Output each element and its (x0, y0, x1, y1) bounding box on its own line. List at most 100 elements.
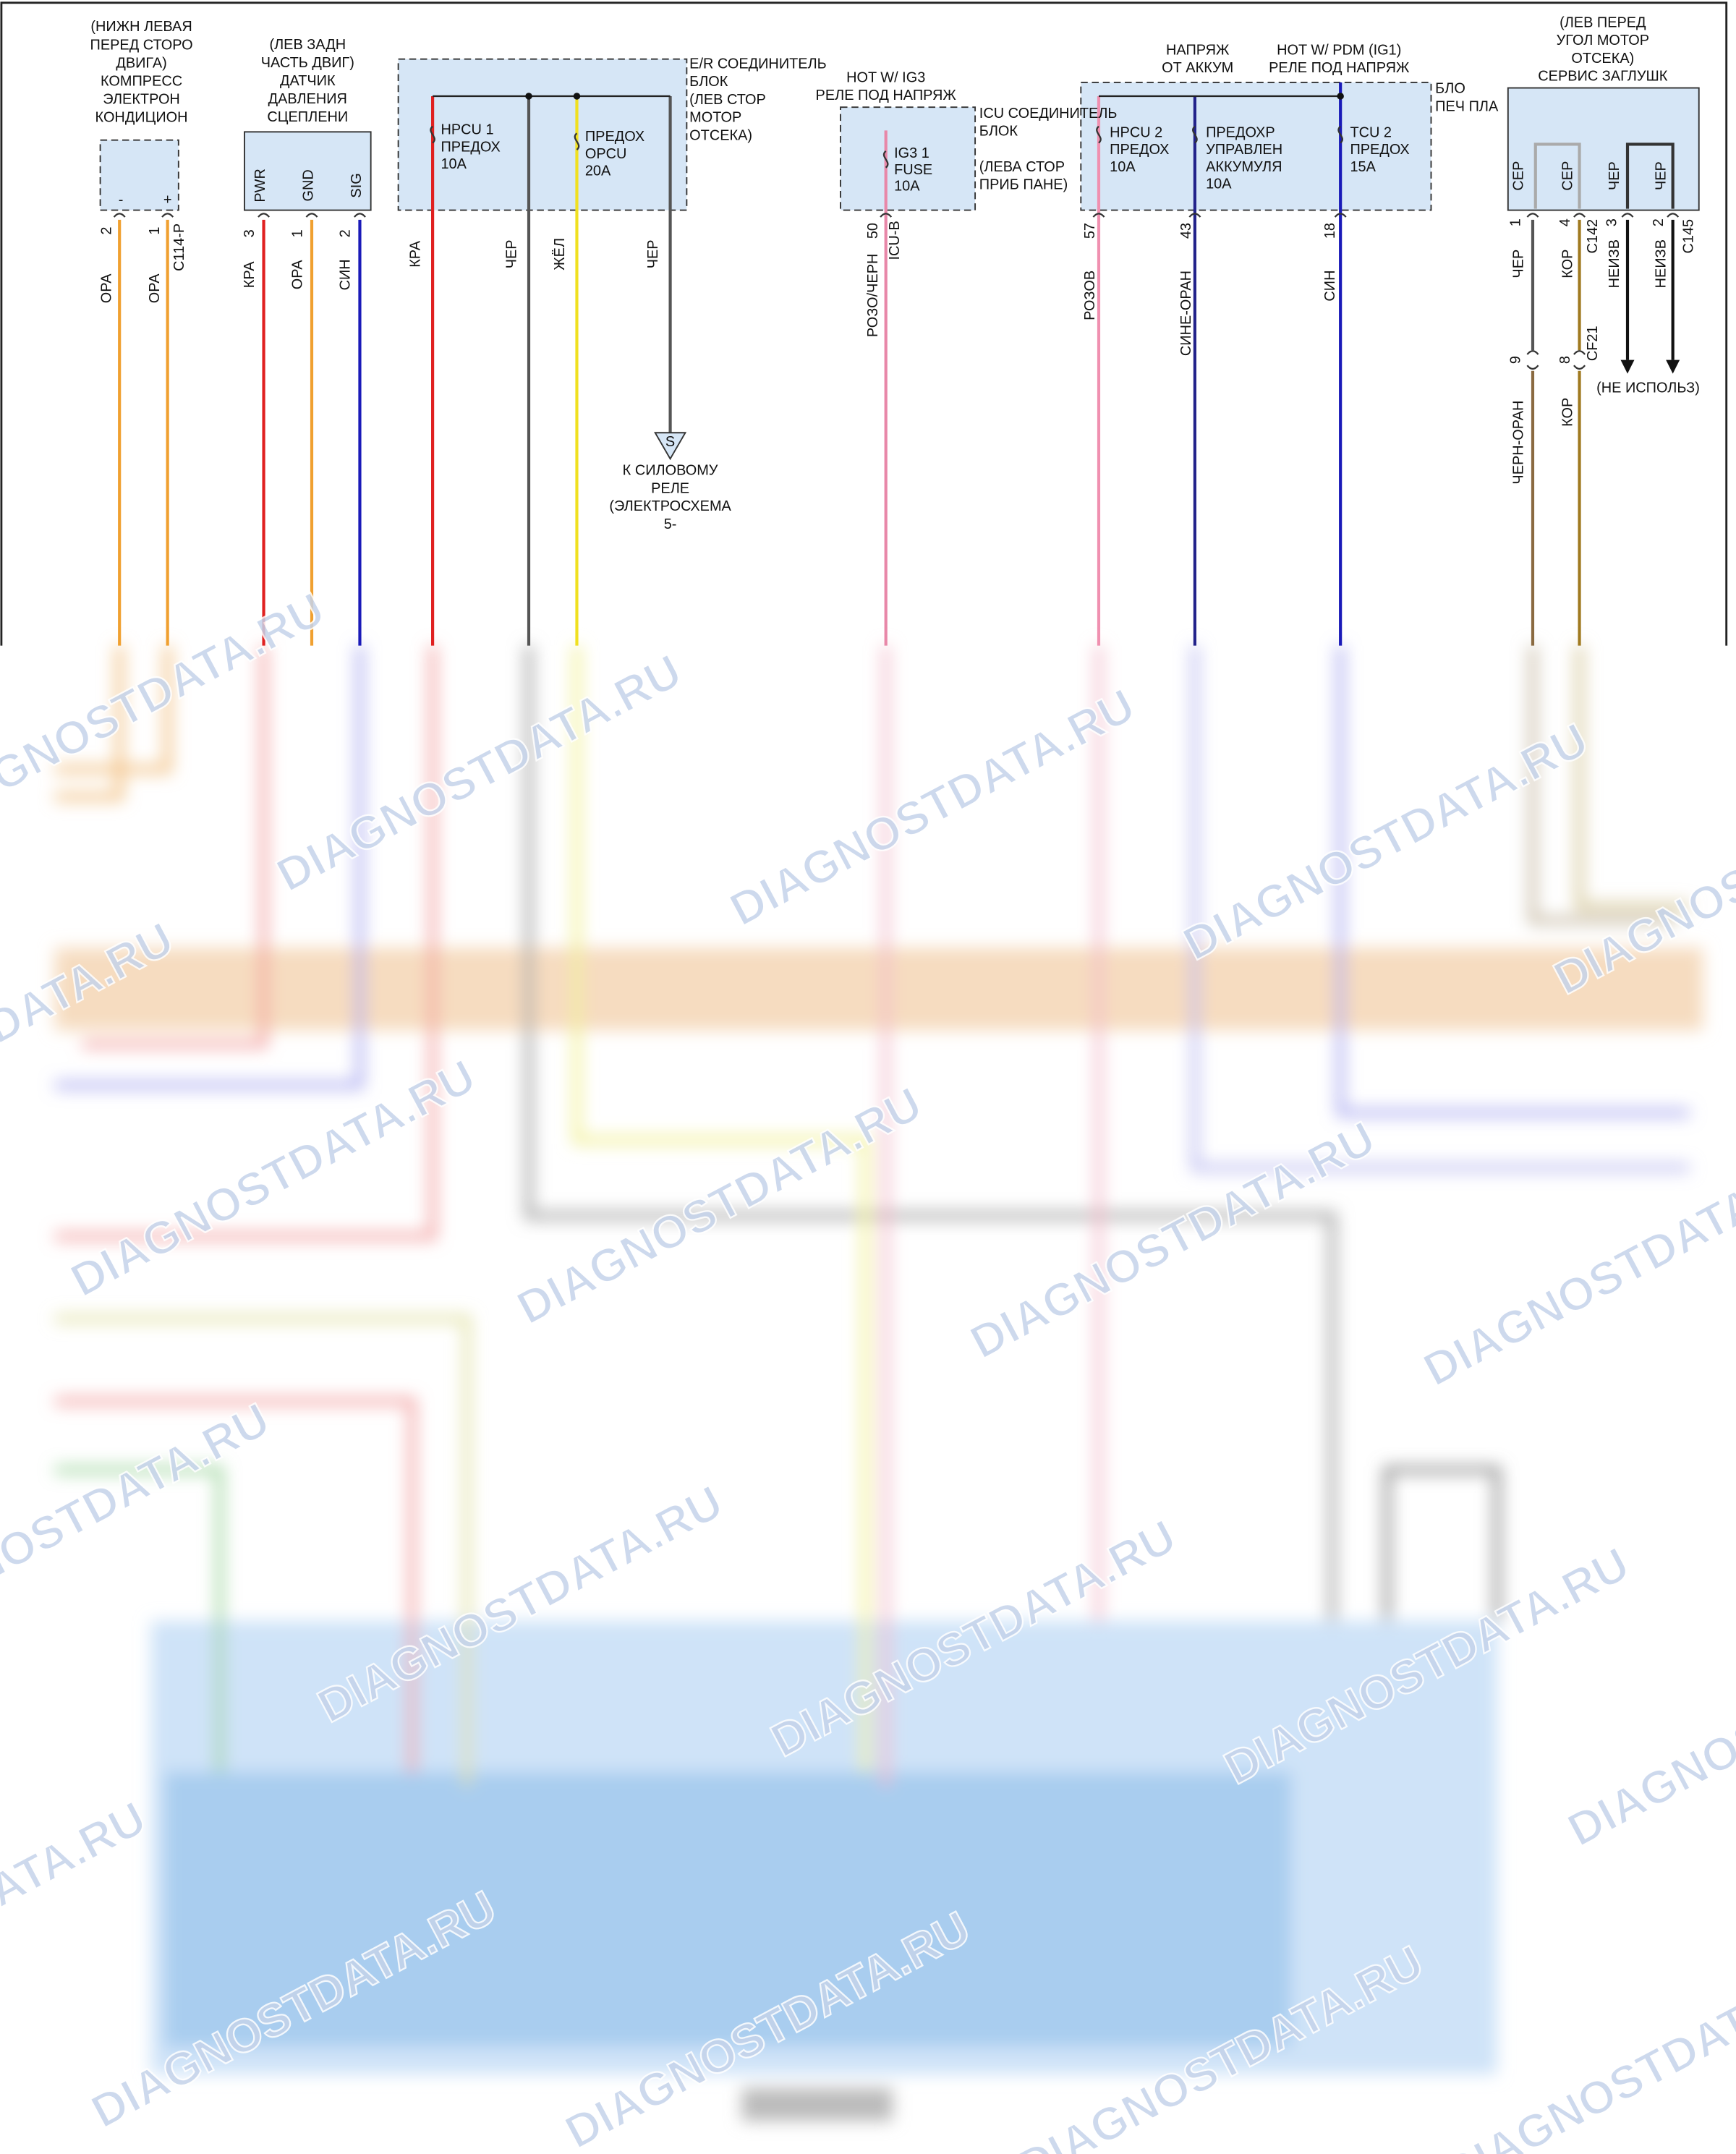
component-label: (ЛЕВ ЗАДН (269, 37, 346, 53)
component-label: ОТСЕКА) (1571, 51, 1634, 67)
wire-color: СИН (338, 259, 354, 290)
component-label: КОМПРЕСС (101, 73, 182, 89)
component-label: (ЛЕВ СТОР (689, 92, 766, 108)
terminal: PWR (252, 169, 268, 202)
pin-number: 1 (147, 227, 163, 235)
component-label: ПЕРЕД СТОРО (90, 37, 193, 53)
terminal: СЕР (1510, 161, 1526, 191)
ground-label: 5- (664, 516, 677, 532)
component-label: ОТСЕКА) (689, 127, 752, 143)
fuse-label: УПРАВЛЕН (1206, 142, 1282, 158)
terminal: СЕР (1560, 161, 1576, 191)
component-label: (ЛЕВА СТОР (979, 159, 1065, 175)
fuse-label: ПРЕДОХ (1110, 142, 1169, 158)
supply-label: РЕЛЕ ПОД НАПРЯЖ (1269, 60, 1410, 76)
component-label: УГОЛ МОТОР (1557, 33, 1649, 48)
pin-number: 2 (98, 227, 114, 235)
wire-color: СИНЕ-ОРАН (1178, 271, 1194, 356)
fuse-symbols (113, 125, 1680, 370)
wire-color: КРА (242, 261, 258, 289)
component-label: МОТОР (689, 110, 741, 126)
ground-label: (ЭЛЕКТРОСХЕМА (609, 498, 731, 514)
blurred-area (54, 645, 1703, 2121)
fuse-label: ПРЕДОХ (1350, 142, 1409, 158)
wire-color: СИН (1322, 270, 1338, 301)
component-label: ПРИБ ПАНЕ) (979, 177, 1068, 193)
supply-label: HOT W/ PDM (IG1) (1277, 43, 1401, 59)
wire-color: КОР (1560, 398, 1576, 427)
note: (НЕ ИСПОЛЬЗ) (1596, 380, 1700, 396)
fuse-label: ПРЕДОХ (585, 129, 644, 145)
wire-color: НЕИЗВ (1607, 239, 1622, 288)
component-label: ПЕЧ ПЛА (1435, 98, 1499, 114)
pin-number: 2 (338, 229, 354, 237)
connector-id: C142 (1585, 219, 1601, 254)
pin-number: 8 (1557, 356, 1573, 364)
terminal: GND (300, 169, 316, 201)
frame (0, 1, 1728, 646)
component-label: ДАТЧИК (280, 73, 336, 89)
terminal: ЧЕР (1607, 161, 1622, 190)
pin-number: 4 (1557, 218, 1573, 226)
pin-number: 57 (1082, 223, 1098, 239)
component-boxes (99, 58, 1700, 211)
junctions (525, 93, 1680, 374)
wire-color: РОЗО/ЧЕРН (865, 254, 881, 337)
fuse-label: TCU 2 (1350, 124, 1392, 140)
component-label: БЛОК (689, 74, 728, 90)
fuse-label: HPCU 2 (1110, 124, 1162, 140)
pin-number: 9 (1507, 356, 1523, 364)
fuse-label: ПРЕДОХ (441, 139, 500, 155)
fuse-label: 10A (894, 179, 920, 195)
ground-label: К СИЛОВОМУ (623, 463, 718, 479)
wire-color: НЕИЗВ (1654, 239, 1669, 288)
wire-color: ОРА (147, 273, 163, 303)
component-label: E/R СОЕДИНИТЕЛЬ (689, 56, 827, 72)
terminal: SIG (349, 173, 365, 197)
component-label: СЕРВИС ЗАГЛУШК (1538, 69, 1667, 85)
component-label: ЭЛЕКТРОН (103, 92, 180, 108)
fuse-label: OPCU (585, 146, 627, 162)
terminal: - (119, 192, 124, 208)
fuse-label: IG3 1 (894, 145, 929, 161)
fuse-label: 20A (585, 163, 611, 179)
component-label: ЧАСТЬ ДВИГ) (261, 55, 354, 71)
pin-number: 2 (1651, 218, 1667, 226)
supply-label: HOT W/ IG3 (846, 70, 925, 86)
fuse-label: 15A (1350, 159, 1376, 175)
fuse-label: 10A (441, 156, 467, 172)
component-label: КОНДИЦИОН (95, 110, 188, 126)
labels: (НИЖН ЛЕВАЯ ПЕРЕД СТОРО ДВИГА) КОМПРЕСС ЭЛЕК… (90, 15, 1700, 532)
fuse-label: 10A (1110, 159, 1136, 175)
ground-label: РЕЛЕ (651, 480, 689, 496)
wire-color: ЧЕР (503, 239, 519, 268)
pin-number: 1 (289, 229, 305, 237)
ground-symbol (654, 432, 687, 461)
fuse-label: FUSE (894, 162, 932, 178)
terminal: ЧЕР (1654, 161, 1669, 190)
pin-number: 50 (865, 223, 881, 239)
wire-color: КРА (408, 240, 424, 268)
supply-label: ОТ АККУМ (1162, 60, 1233, 76)
component-label: СЦЕПЛЕНИ (267, 109, 348, 125)
wire-color: ЧЕР (1510, 250, 1526, 278)
wire-color: ЖЁЛ (552, 238, 568, 271)
supply-label: РЕЛЕ ПОД НАПРЯЖ (816, 88, 957, 103)
component-label: (НИЖН ЛЕВАЯ (90, 19, 192, 35)
pin-number: 43 (1178, 223, 1194, 239)
connector-id: C114-P (171, 224, 187, 271)
fuse-label: 10A (1206, 176, 1232, 192)
component-label: ДАВЛЕНИЯ (268, 91, 347, 107)
pin-number: 1 (1507, 218, 1523, 226)
supply-label: НАПРЯЖ (1166, 43, 1230, 59)
wire-color: ЧЕР (645, 239, 661, 268)
component-label: БЛОК (979, 124, 1018, 140)
pin-number: 3 (1604, 218, 1620, 226)
component-label: ICU СОЕДИНИТЕЛЬ (979, 106, 1118, 122)
pin-number: 18 (1322, 223, 1338, 239)
terminal: + (163, 192, 172, 208)
wire-color: ОРА (289, 260, 305, 289)
component-label: ДВИГА) (116, 55, 166, 71)
connector-id: ICU-B (887, 221, 903, 260)
